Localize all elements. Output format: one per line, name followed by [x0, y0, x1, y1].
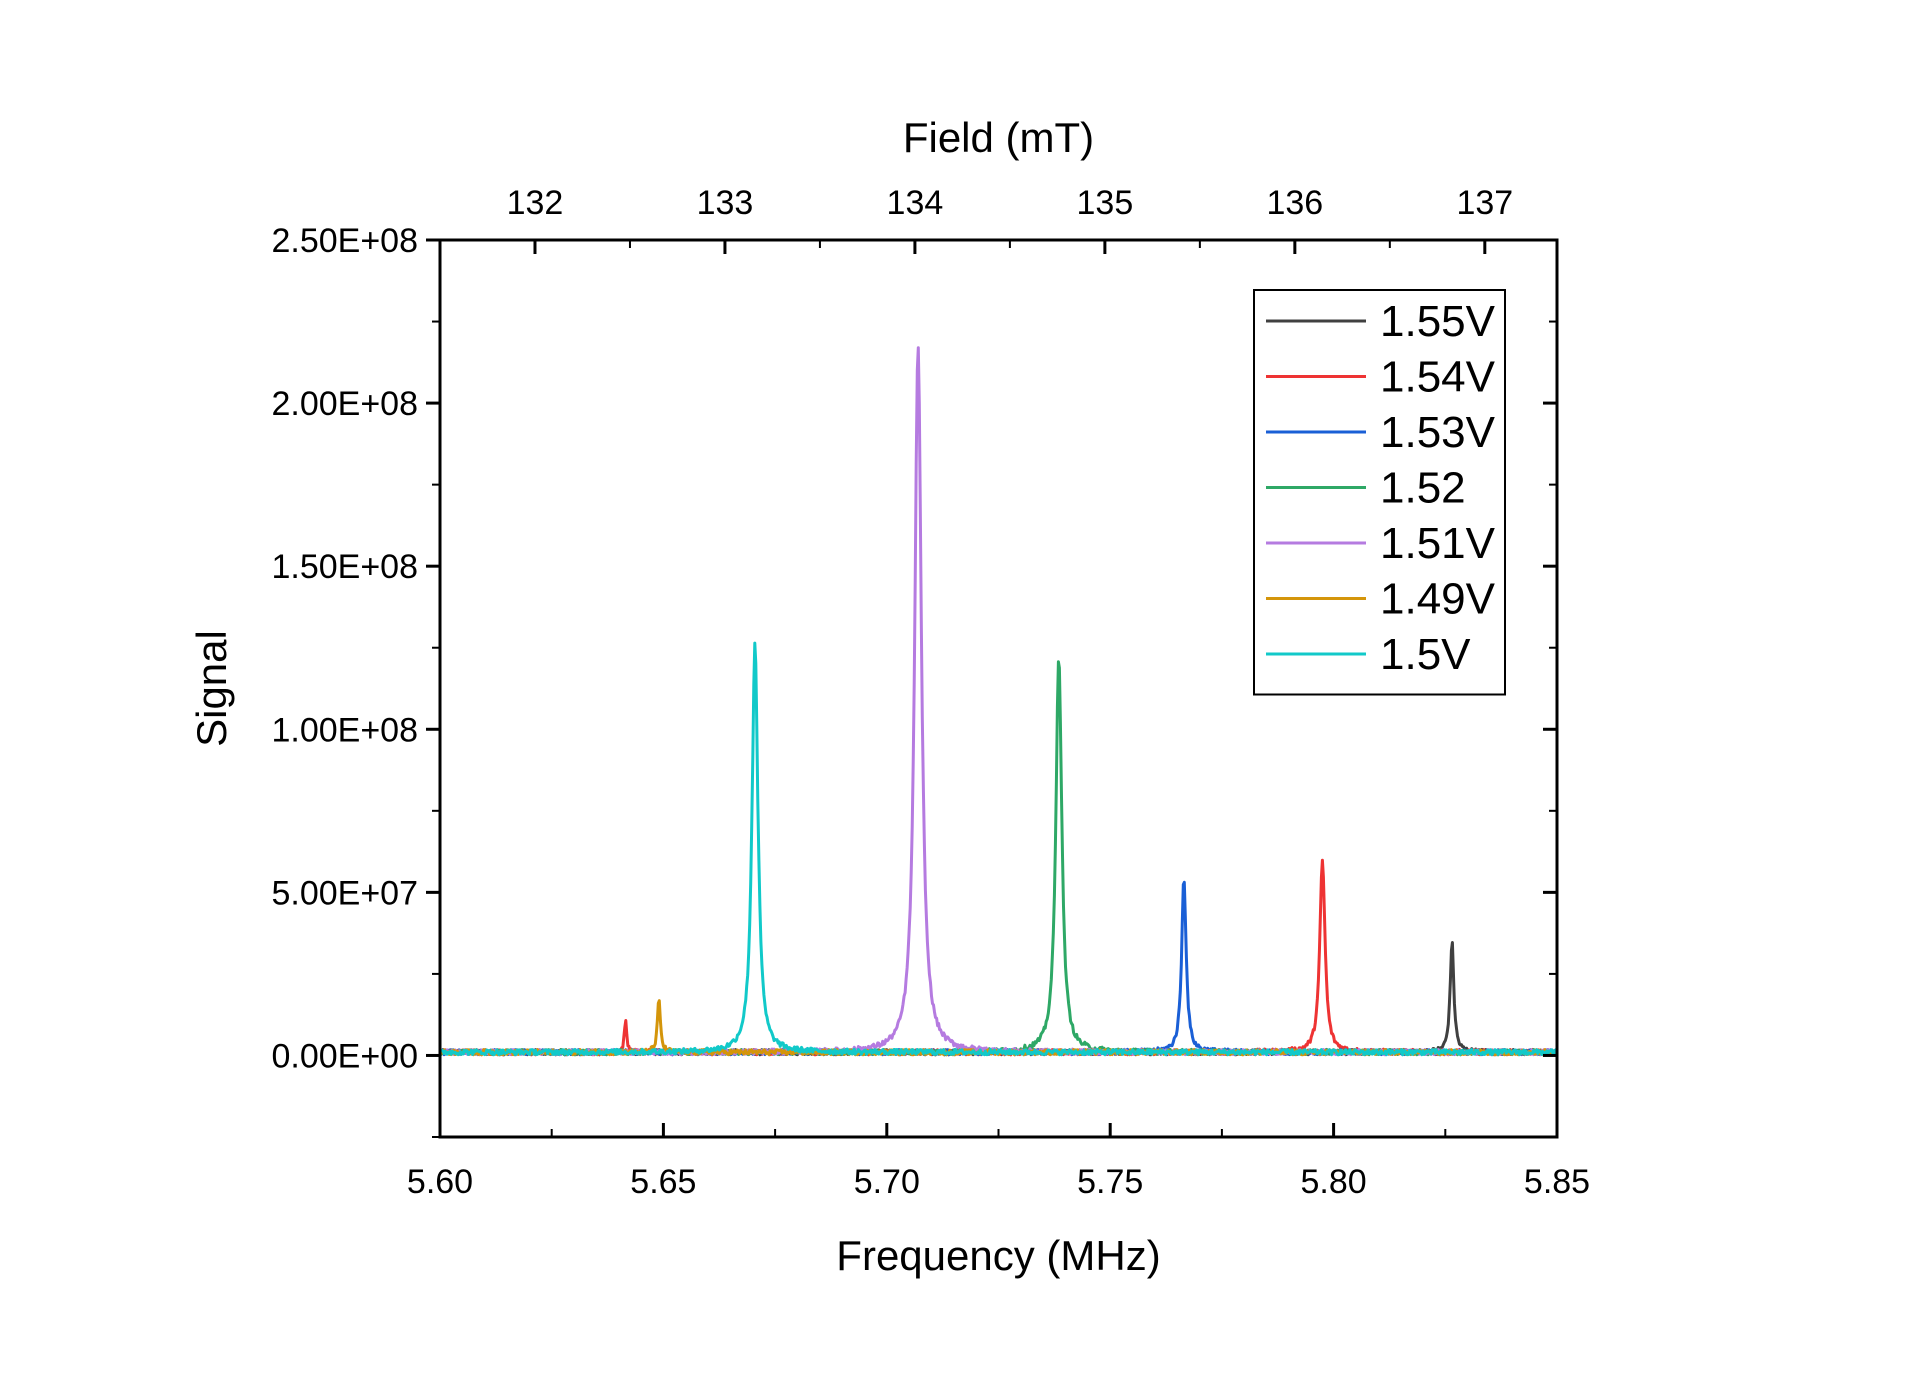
- legend-box: [1253, 289, 1506, 696]
- x-tick-label: 5.70: [854, 1163, 920, 1201]
- x-tick-label: 5.80: [1301, 1163, 1367, 1201]
- y-tick-label: 5.00E+07: [271, 874, 418, 912]
- y-tick-label: 1.50E+08: [271, 548, 418, 586]
- legend-label: 1.52: [1380, 464, 1466, 513]
- x-tick-label: 5.75: [1077, 1163, 1143, 1201]
- top-axis-title: Field (mT): [903, 114, 1094, 161]
- x2-tick-label: 137: [1456, 184, 1513, 222]
- series-line: [439, 641, 1559, 1057]
- y-axis-title: Signal: [188, 630, 235, 747]
- ticks-layer: 5.60 5.65 5.70 5.75 5.80 5.85 132 133 134 135 136 1…: [271, 184, 1590, 1201]
- series-layer: [438, 346, 1559, 1057]
- legend-label: 1.53V: [1380, 408, 1496, 457]
- x2-tick-label: 134: [887, 184, 944, 222]
- legend-label: 1.49V: [1380, 575, 1496, 624]
- x-tick-label: 5.60: [407, 1163, 473, 1201]
- y-tick-label: 0.00E+00: [271, 1037, 418, 1075]
- x2-tick-label: 135: [1077, 184, 1134, 222]
- legend-label: 1.55V: [1380, 297, 1496, 346]
- y-tick-label: 2.00E+08: [271, 385, 418, 423]
- x-axis-title: Frequency (MHz): [836, 1232, 1160, 1279]
- x2-tick-label: 133: [697, 184, 754, 222]
- y-tick-label: 1.00E+08: [271, 711, 418, 749]
- x2-tick-label: 136: [1266, 184, 1323, 222]
- legend: 1.55V 1.54V 1.53V 1.52 1.51V 1.49V 1.5V: [1253, 289, 1506, 696]
- legend-label: 1.51V: [1380, 519, 1496, 568]
- legend-label: 1.54V: [1380, 353, 1496, 402]
- y-tick-label: 2.50E+08: [271, 222, 418, 260]
- x2-tick-label: 132: [507, 184, 564, 222]
- legend-label: 1.5V: [1380, 630, 1471, 679]
- x-tick-label: 5.65: [630, 1163, 696, 1201]
- x-tick-label: 5.85: [1524, 1163, 1590, 1201]
